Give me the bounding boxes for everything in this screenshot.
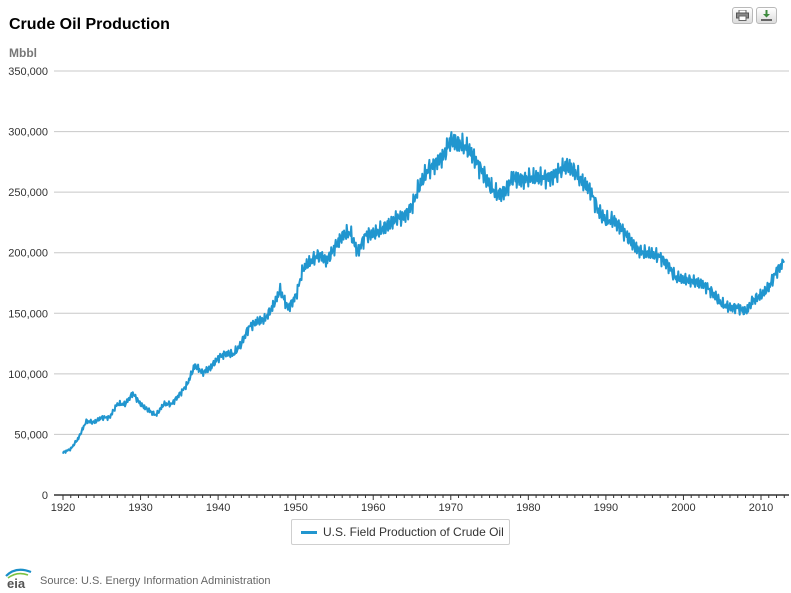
svg-text:eia: eia [7, 576, 26, 590]
download-icon [761, 10, 772, 21]
printer-icon [736, 10, 749, 21]
y-tick-label: 250,000 [8, 187, 48, 199]
x-tick-label: 1930 [128, 502, 152, 514]
series-layer [62, 131, 786, 455]
y-axis-unit-label: Mbbl [9, 46, 37, 60]
x-tick-label: 2010 [749, 502, 773, 514]
y-tick-label: 150,000 [8, 308, 48, 320]
y-tick-label: 350,000 [8, 66, 48, 78]
chart-title: Crude Oil Production [9, 16, 170, 33]
y-axis-ticks: 0 50,000 100,000 150,000 200,000 250,000 300,0… [8, 66, 48, 502]
legend-label: U.S. Field Production of Crude Oil [323, 525, 504, 539]
x-tick-label: 1980 [516, 502, 540, 514]
chart-plot-area: 0 50,000 100,000 150,000 200,000 250,000 300,0… [8, 66, 789, 514]
print-button[interactable] [732, 7, 753, 24]
gridlines [54, 70, 789, 496]
legend-item[interactable]: U.S. Field Production of Crude Oil [291, 519, 510, 545]
x-tick-label: 1960 [361, 502, 385, 514]
source-note: Source: U.S. Energy Information Administ… [40, 575, 271, 587]
download-button[interactable] [756, 7, 777, 24]
y-tick-label: 200,000 [8, 248, 48, 260]
x-tick-label: 1990 [594, 502, 618, 514]
y-tick-label: 0 [42, 490, 48, 502]
y-tick-label: 100,000 [8, 369, 48, 381]
x-tick-label: 1940 [206, 502, 230, 514]
y-tick-label: 300,000 [8, 127, 48, 139]
series-line [62, 131, 786, 455]
x-tick-label: 1950 [283, 502, 307, 514]
x-tick-label: 2000 [671, 502, 695, 514]
legend-swatch [301, 530, 317, 534]
x-tick-label: 1920 [51, 502, 75, 514]
eia-logo: eia [5, 568, 32, 590]
chart-toolbar [732, 7, 777, 24]
x-tick-label: 1970 [439, 502, 463, 514]
y-tick-label: 50,000 [14, 429, 48, 441]
x-axis-ticks: 1920 1930 1940 1950 1960 1970 1980 1990 2000 2010 [51, 495, 785, 514]
